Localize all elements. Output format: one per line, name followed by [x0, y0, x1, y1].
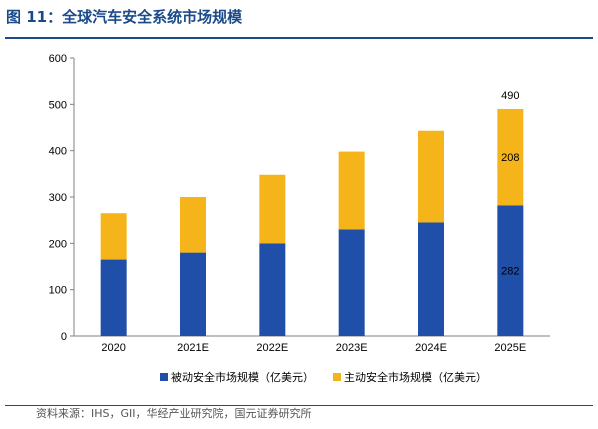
data-label: 490 [501, 90, 519, 102]
active-bar [338, 151, 365, 230]
title-rule [5, 37, 593, 39]
y-tick-label: 300 [49, 192, 67, 204]
x-tick-label: 2021E [177, 342, 209, 354]
passive-bar [418, 222, 444, 336]
legend: 被动安全市场规模（亿美元） 主动安全市场规模（亿美元） [160, 370, 487, 384]
y-tick-label: 600 [49, 53, 67, 65]
y-tick-label: 400 [49, 146, 67, 158]
passive-bar [259, 243, 286, 336]
x-tick-label: 2020 [101, 342, 125, 354]
source-rule [5, 405, 593, 406]
data-label: 208 [501, 152, 519, 164]
passive-bar [497, 205, 524, 336]
y-tick-label: 100 [49, 285, 67, 297]
x-axis: 2020 2021E 2022E 2023E 2024E 2025E [74, 335, 550, 354]
y-tick-label: 500 [49, 99, 67, 111]
active-bar [259, 174, 286, 244]
active-bar [180, 197, 206, 253]
figure-title: 图 11：全球汽车安全系统市场规模 [6, 8, 243, 26]
y-tick-label: 0 [61, 331, 67, 343]
y-axis: 0 100 200 300 400 500 600 [49, 53, 75, 343]
y-tick-label: 200 [49, 238, 67, 250]
source-note: 资料来源：IHS，GII，华经产业研究院，国元证券研究所 [36, 407, 312, 420]
legend-label: 主动安全市场规模（亿美元） [344, 370, 487, 384]
data-labels: 282 208 490 [501, 90, 519, 278]
legend-swatch [160, 373, 168, 381]
x-tick-label: 2024E [415, 342, 447, 354]
active-bar [497, 108, 524, 206]
data-label: 282 [501, 266, 519, 278]
active-bar [418, 130, 444, 223]
x-tick-label: 2023E [336, 342, 368, 354]
passive-bar [180, 252, 206, 336]
x-tick-label: 2025E [494, 342, 526, 354]
bars [100, 108, 524, 336]
legend-label: 被动安全市场规模（亿美元） [171, 370, 314, 384]
x-tick-label: 2022E [256, 342, 288, 354]
passive-bar [338, 229, 365, 336]
active-bar [100, 213, 127, 260]
legend-swatch [333, 373, 341, 381]
passive-bar [100, 259, 127, 336]
